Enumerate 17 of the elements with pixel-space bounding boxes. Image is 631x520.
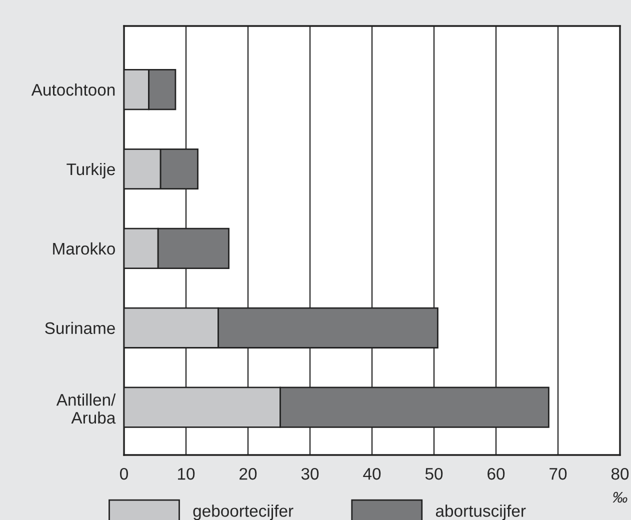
x-tick-label: 10: [178, 468, 195, 480]
y-tick-label: Marokko: [53, 242, 115, 255]
x-tick-label: 60: [488, 468, 505, 480]
x-tick-label: 30: [301, 468, 319, 480]
x-tick-label: 0: [120, 468, 128, 480]
legend-label: geboortecijfer: [193, 504, 294, 520]
y-tick-label: Turkije: [66, 162, 115, 178]
x-tick-label: 70: [550, 468, 567, 480]
x-tick-label: 20: [240, 468, 257, 480]
x-tick-label: 50: [425, 468, 443, 480]
x-axis-title: ‰: [612, 492, 628, 503]
y-tick-label: Suriname: [45, 322, 115, 334]
y-tick-label: Antillen/ Aruba: [56, 394, 116, 424]
x-tick-label: 40: [363, 468, 381, 480]
legend-label: abortuscijfer: [436, 504, 526, 520]
y-tick-label: Autochtoon: [31, 84, 115, 96]
x-tick-label: 80: [611, 468, 629, 480]
